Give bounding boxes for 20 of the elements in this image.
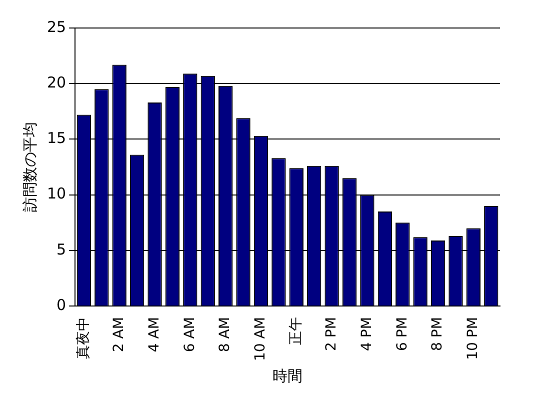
x-tick-label: 8 AM [217, 317, 234, 352]
x-tick-label: 4 AM [146, 317, 162, 352]
y-tick-label: 0 [56, 296, 66, 314]
y-tick-label: 20 [46, 74, 66, 92]
x-tick-label: 6 AM [182, 317, 198, 352]
x-tick-label: 2 AM [110, 317, 127, 352]
x-tick-label: 10 AM [252, 317, 269, 361]
y-axis-title: 訪問数の平均 [20, 122, 39, 212]
x-tick-label: 10 PM [465, 317, 482, 360]
y-tick-label: 5 [56, 240, 66, 258]
x-tick-label: 4 PM [358, 317, 375, 351]
x-tick-label: 8 PM [430, 317, 446, 351]
y-tick-label: 25 [46, 18, 66, 36]
y-tick-label: 10 [46, 184, 66, 203]
x-tick-label: 真夜中 [76, 317, 92, 360]
x-tick-label: 2 PM [323, 317, 340, 351]
y-tick-label: 15 [46, 129, 66, 148]
x-tick-label: 6 PM [394, 317, 410, 351]
x-tick-label: 正午 [288, 317, 304, 346]
x-axis-title: 時間 [272, 366, 303, 385]
